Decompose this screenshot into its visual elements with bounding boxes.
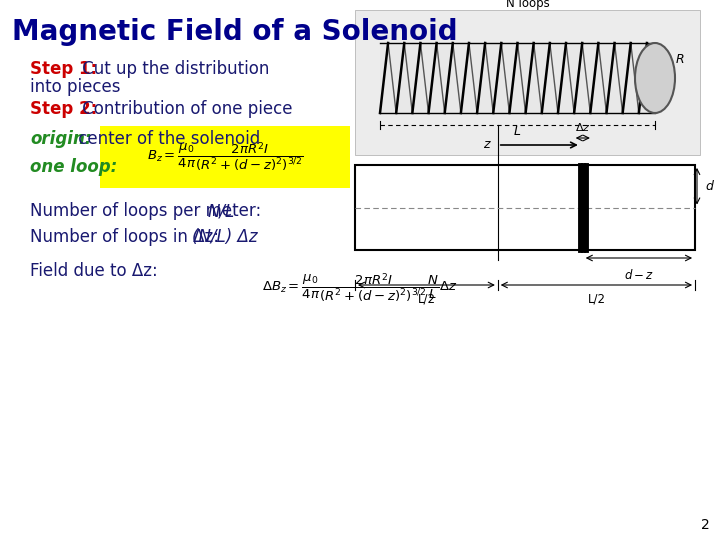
Text: Step 1:: Step 1: — [30, 60, 97, 78]
Text: Magnetic Field of a Solenoid: Magnetic Field of a Solenoid — [12, 18, 458, 46]
Text: center of the solenoid: center of the solenoid — [73, 130, 260, 148]
Bar — [355, 165, 695, 250]
Text: $\Delta z$: $\Delta z$ — [575, 121, 590, 133]
Text: L/2: L/2 — [418, 293, 436, 306]
Text: 2: 2 — [701, 518, 710, 532]
Text: $B_z = \dfrac{\mu_0}{4\pi} \dfrac{2\pi R^2 I}{\left(R^2 + (d-z)^2\right)^{3/2}}$: $B_z = \dfrac{\mu_0}{4\pi} \dfrac{2\pi R… — [147, 140, 303, 173]
Bar — [355, 10, 700, 155]
Ellipse shape — [635, 43, 675, 113]
Text: Field due to Δz:: Field due to Δz: — [30, 262, 174, 280]
Text: L: L — [514, 125, 521, 138]
Text: N/L: N/L — [208, 202, 235, 220]
Text: (N/L) Δz: (N/L) Δz — [192, 228, 258, 246]
Bar — [380, 43, 655, 113]
Text: $d-z$: $d-z$ — [624, 268, 654, 282]
Text: one loop:: one loop: — [30, 158, 117, 176]
Text: origin:: origin: — [30, 130, 91, 148]
Text: Number of loops in Δz:: Number of loops in Δz: — [30, 228, 224, 246]
Text: $\Delta B_z = \dfrac{\mu_0}{4\pi} \dfrac{2\pi R^2 I}{\left(R^2 + (d-z)^2\right)^: $\Delta B_z = \dfrac{\mu_0}{4\pi} \dfrac… — [262, 272, 458, 305]
Text: N loops: N loops — [505, 0, 549, 10]
Text: into pieces: into pieces — [30, 78, 120, 96]
Text: Cut up the distribution: Cut up the distribution — [77, 60, 269, 78]
Text: l: l — [658, 75, 662, 85]
Text: R: R — [675, 53, 684, 66]
Bar — [100, 126, 350, 188]
Text: z: z — [483, 138, 490, 152]
Text: L/2: L/2 — [588, 293, 606, 306]
Text: Number of loops per meter:: Number of loops per meter: — [30, 202, 266, 220]
Text: Contribution of one piece: Contribution of one piece — [77, 100, 292, 118]
Text: d: d — [705, 180, 713, 193]
Text: Step 2:: Step 2: — [30, 100, 97, 118]
